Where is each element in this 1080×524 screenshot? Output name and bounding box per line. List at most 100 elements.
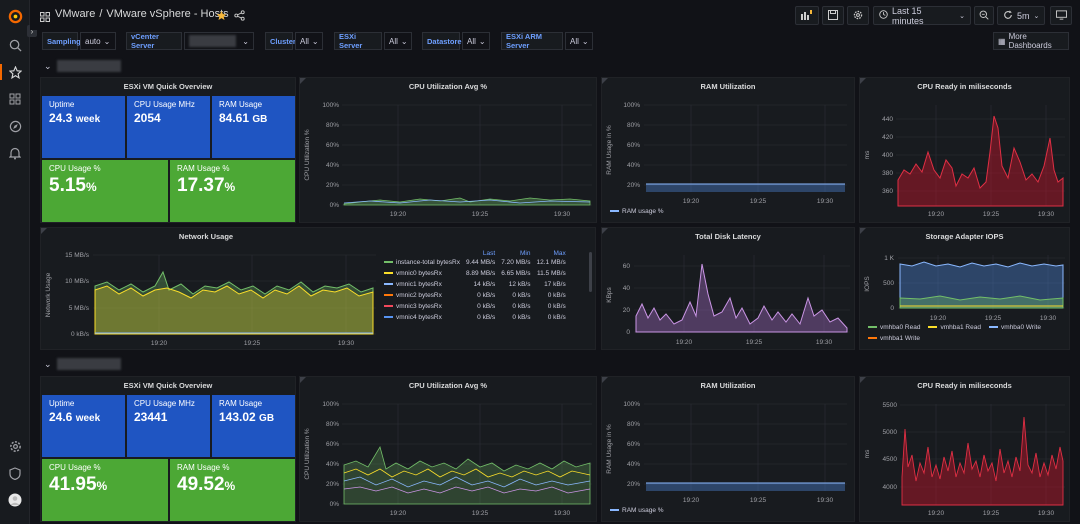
legend-header[interactable]: Min xyxy=(520,250,531,257)
stat-unit: week xyxy=(75,413,101,424)
tv-mode-button[interactable] xyxy=(1050,6,1072,25)
add-panel-button[interactable] xyxy=(795,6,819,25)
cpu-ready-panel[interactable]: CPU Ready in miliseconds 5500 5000 4500 … xyxy=(859,376,1070,522)
search-icon[interactable] xyxy=(6,36,24,54)
refresh-picker[interactable]: 5m ⌄ xyxy=(997,6,1045,25)
ram-utilization-panel[interactable]: RAM Utilization 100% 80% 60% 40% 20% 19:… xyxy=(601,77,855,223)
chevron-down-icon: ⌄ xyxy=(1033,12,1040,20)
configuration-gear-icon[interactable] xyxy=(6,437,24,455)
ram-utilization-panel[interactable]: RAM Utilization 100% 80% 60% 40% 20% 19:… xyxy=(601,376,855,522)
legend-header[interactable]: Last xyxy=(482,250,496,257)
x-tick: 19:25 xyxy=(750,198,767,205)
x-tick: 19:25 xyxy=(472,211,489,218)
cpu-utilization-panel[interactable]: CPU Utilization Avg % 100% 80% 60% 40% 2… xyxy=(299,77,597,223)
quick-overview-panel: ESXi VM Quick Overview Uptime 24.6 week C… xyxy=(40,376,296,522)
panel-title: ESXi VM Quick Overview xyxy=(123,381,213,390)
row-header-host-2[interactable]: ⌄ xyxy=(44,357,121,371)
ram-series-area xyxy=(646,184,845,192)
legend-label: vmhba1 Read xyxy=(940,324,981,331)
legend-row[interactable]: instance-total bytesRx 9.44 MB/s 7.20 MB/s… xyxy=(381,257,569,268)
x-tick: 19:20 xyxy=(390,510,407,517)
stat-ram-usage-percent[interactable]: RAM Usage % 49.52% xyxy=(170,459,295,521)
stat-value: 17.37 xyxy=(177,175,225,196)
stat-value: 23441 xyxy=(134,410,168,424)
legend-row[interactable]: vmnic0 bytesRx 8.89 MB/s 6.65 MB/s 11.5 MB/… xyxy=(381,268,569,279)
dashboards-icon[interactable] xyxy=(6,90,24,108)
row-header-host-1[interactable]: ⌄ xyxy=(44,59,121,73)
cpu-ready-chart: 440 420 400 380 360 19:20 19:25 19:30 ms xyxy=(864,105,1065,218)
stat-cpu-usage-percent[interactable]: CPU Usage % 41.95% xyxy=(42,459,168,521)
stat-cpu-usage-mhz[interactable]: CPU Usage MHz 23441 xyxy=(127,395,210,457)
more-dashboards-button[interactable]: ▦ More Dashboards xyxy=(993,32,1069,50)
stat-uptime[interactable]: Uptime 24.6 week xyxy=(42,395,125,457)
y-tick: 80% xyxy=(627,421,640,428)
dashboard-settings-button[interactable] xyxy=(847,6,869,25)
network-usage-panel[interactable]: Network Usage 15 MB/s 10 MB/s 5 MB/s 0 k… xyxy=(40,227,596,350)
legend-item[interactable]: vmhba1 Write xyxy=(868,335,920,342)
grafana-logo-icon[interactable] xyxy=(6,7,24,25)
y-tick: 5 MB/s xyxy=(69,305,90,312)
breadcrumb-folder[interactable]: VMware xyxy=(55,8,96,20)
storage-iops-panel[interactable]: Storage Adapter IOPS 1 K 500 0 19:20 19:… xyxy=(859,227,1070,350)
legend-value: 17 kB/s xyxy=(544,281,566,288)
variable-value: auto xyxy=(85,36,101,46)
favorite-star-icon[interactable] xyxy=(216,8,227,26)
variable-select-datastore[interactable]: All ⌄ xyxy=(462,32,490,50)
alerting-bell-icon[interactable] xyxy=(6,144,24,162)
variable-select-vcenter[interactable]: ⌄ xyxy=(184,32,254,50)
legend-value: 0 kB/s xyxy=(477,314,496,321)
legend-row[interactable]: vmnic2 bytesRx 0 kB/s 0 kB/s 0 kB/s xyxy=(381,290,569,301)
variable-select-sampling[interactable]: auto ⌄ xyxy=(80,32,116,50)
y-tick: 0% xyxy=(330,501,340,508)
stat-ram-usage-percent[interactable]: RAM Usage % 17.37% xyxy=(170,160,295,222)
stat-uptime[interactable]: Uptime 24.3 week xyxy=(42,96,125,158)
dashboard-title[interactable]: VMware vSphere - Hosts xyxy=(106,8,229,20)
disk-latency-panel[interactable]: Total Disk Latency 60 40 20 0 19:20 19:2… xyxy=(601,227,855,350)
variable-select-cluster[interactable]: All ⌄ xyxy=(295,32,323,50)
chart-legend[interactable]: RAM usage % xyxy=(610,507,664,514)
y-tick: 40% xyxy=(326,461,339,468)
legend-row[interactable]: vmnic3 bytesRx 0 kB/s 0 kB/s 0 kB/s xyxy=(381,301,569,312)
save-dashboard-button[interactable] xyxy=(822,6,844,25)
panel-title: CPU Ready in miliseconds xyxy=(917,82,1012,91)
legend-item[interactable]: vmhba0 Read xyxy=(868,324,920,331)
x-tick: 19:20 xyxy=(151,340,168,347)
stat-cpu-usage-percent[interactable]: CPU Usage % 5.15% xyxy=(42,160,168,222)
legend-row[interactable]: vmnic1 bytesRx 14 kB/s 12 kB/s 17 kB/s xyxy=(381,279,569,290)
dashboard-grid-icon: ▦ xyxy=(998,36,1006,46)
stat-label: RAM Usage % xyxy=(177,463,230,472)
starred-icon[interactable] xyxy=(6,63,24,81)
sidebar-expand-chevron-icon[interactable]: › xyxy=(27,25,37,37)
legend-row[interactable]: vmnic4 bytesRx 0 kB/s 0 kB/s 0 kB/s xyxy=(381,312,569,323)
stat-cpu-usage-mhz[interactable]: CPU Usage MHz 2054 xyxy=(127,96,210,158)
legend-header[interactable]: Max xyxy=(553,250,566,257)
stat-ram-usage[interactable]: RAM Usage 84.61 GB xyxy=(212,96,295,158)
variable-select-esxi-arm-server[interactable]: All ⌄ xyxy=(565,32,593,50)
explore-icon[interactable] xyxy=(6,117,24,135)
x-tick: 19:20 xyxy=(390,211,407,218)
stat-ram-usage[interactable]: RAM Usage 143.02 GB xyxy=(212,395,295,457)
cpu-ready-panel[interactable]: CPU Ready in miliseconds 440 420 400 380… xyxy=(859,77,1070,223)
quick-overview-panel: ESXi VM Quick Overview Uptime 24.3 week C… xyxy=(40,77,296,223)
legend-scrollbar[interactable] xyxy=(589,252,592,292)
cpu-series-line xyxy=(343,199,591,204)
panel-title: RAM Utilization xyxy=(700,381,756,390)
x-tick: 19:20 xyxy=(928,211,945,218)
legend-swatch xyxy=(988,326,998,329)
y-tick: 40% xyxy=(627,162,640,169)
variable-select-esxi-server[interactable]: All ⌄ xyxy=(384,32,412,50)
stat-label: RAM Usage % xyxy=(177,164,230,173)
share-icon[interactable] xyxy=(234,8,245,26)
chart-legend[interactable]: RAM usage % xyxy=(610,208,664,215)
server-admin-shield-icon[interactable] xyxy=(6,464,24,482)
legend-item[interactable]: vmhba0 Write xyxy=(988,324,1041,331)
chart-legend[interactable]: vmhba0 Read vmhba1 Read vmhba0 Write vmh… xyxy=(868,324,1068,342)
legend-item[interactable]: vmhba1 Read xyxy=(928,324,981,331)
legend-value: 8.89 MB/s xyxy=(465,270,496,277)
time-range-picker[interactable]: Last 15 minutes ⌄ xyxy=(873,6,971,26)
user-avatar[interactable] xyxy=(6,491,24,509)
zoom-out-button[interactable] xyxy=(974,6,994,25)
cpu-utilization-panel[interactable]: CPU Utilization Avg % 100% 80% 60% 40% 2… xyxy=(299,376,597,522)
y-tick: 1 K xyxy=(884,255,894,262)
variable-value: All xyxy=(467,36,476,46)
